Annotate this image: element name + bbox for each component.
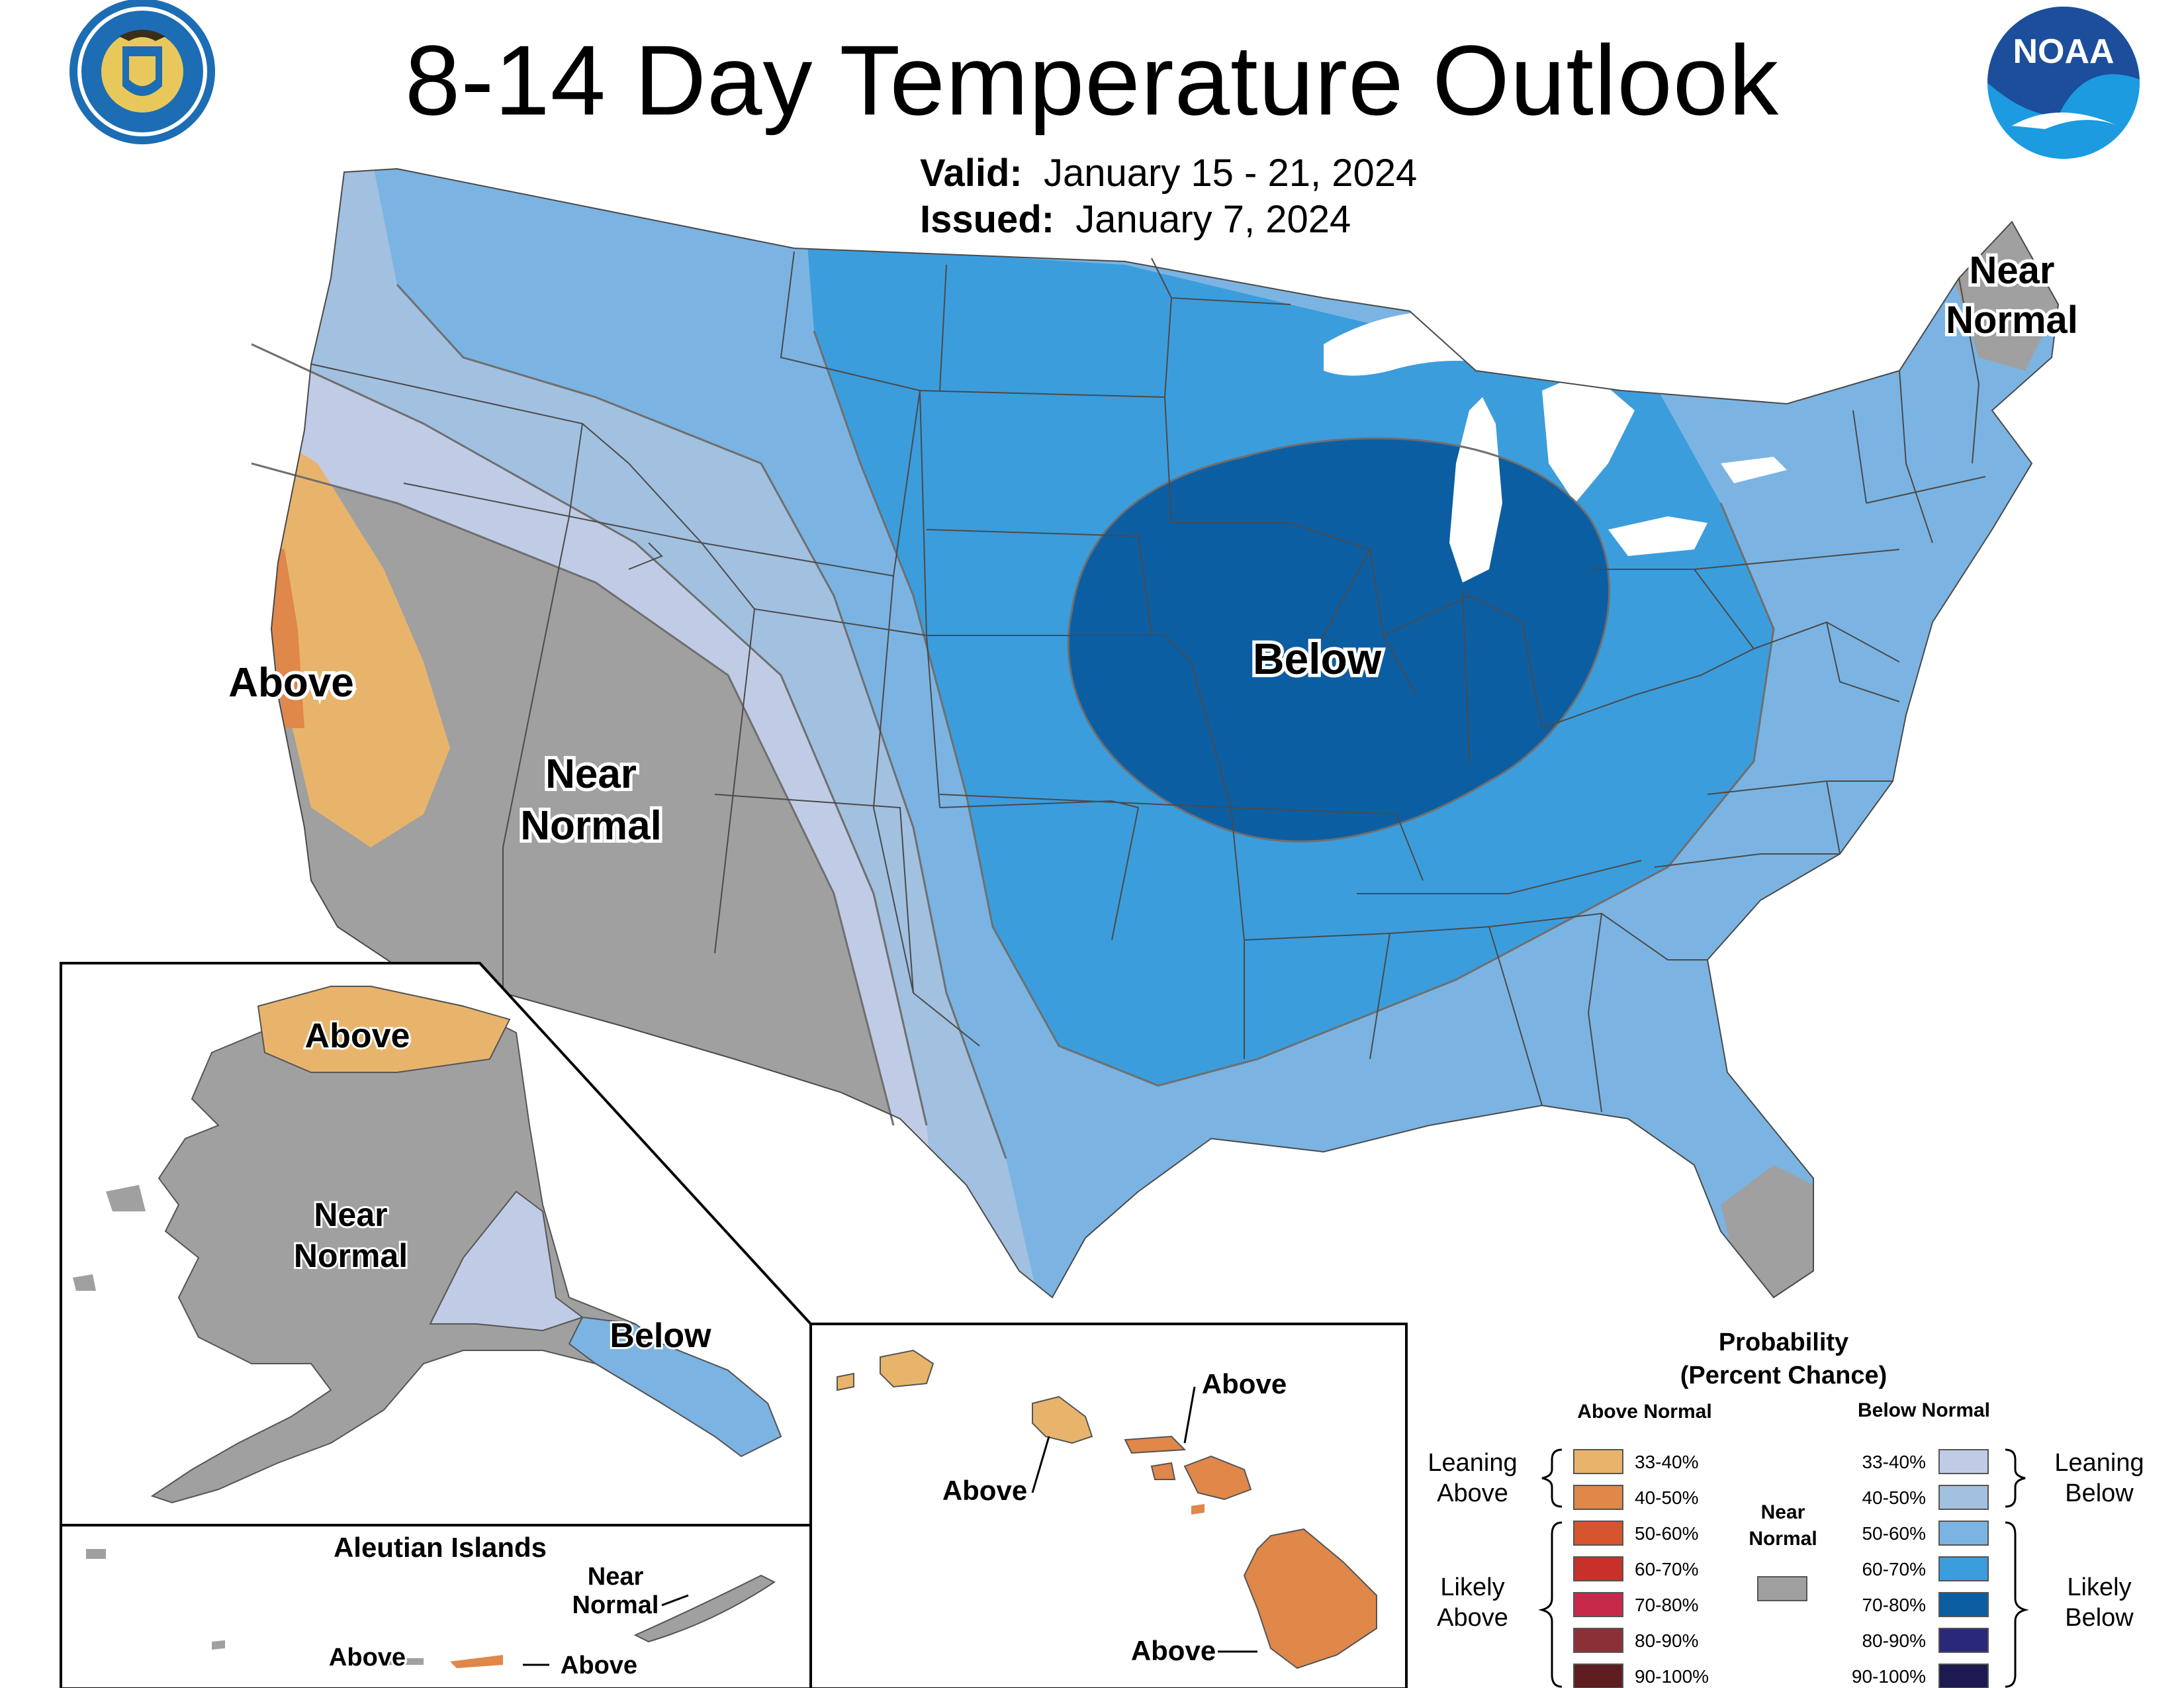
legend-above-swatch-4 [1573,1592,1623,1617]
noaa-logo-icon: NOAA [1987,7,2140,159]
legend-below-range-6: 90-100% [1852,1666,1926,1687]
legend-below-swatch-3 [1938,1556,1989,1581]
legend-above-range-0: 33-40% [1635,1452,1699,1472]
legend-likely-above-line1: Likely [1440,1573,1504,1601]
valid-value: January 15 - 21, 2024 [1043,152,1418,195]
legend-above-range-1: 40-50% [1635,1487,1699,1508]
legend-below-swatch-6 [1938,1664,1989,1688]
legend-above-range-6: 90-100% [1635,1666,1709,1687]
legend-below-range-1: 40-50% [1862,1487,1926,1508]
legend-below-swatch-5 [1938,1628,1989,1653]
legend-above-header: Above Normal [1577,1401,1711,1423]
legend-below-range-0: 33-40% [1862,1452,1926,1472]
conus-below-label: Below [1253,634,1382,683]
legend-below-range-3: 60-70% [1862,1559,1926,1579]
legend-below-swatch-2 [1938,1521,1989,1546]
legend-above-range-4: 70-80% [1635,1595,1699,1615]
alaska-above-label: Above [305,1017,410,1055]
issued-dates: Issued: January 7, 2024 [920,197,1351,242]
alaska-inset: Above Near Normal Below [60,962,812,1526]
legend-below-header: Below Normal [1858,1399,1990,1421]
legend-above-swatch-1 [1573,1485,1623,1510]
legend-likely-above-line2: Above [1437,1604,1508,1632]
hawaii-above-top-label: Above [1202,1368,1287,1399]
issued-value: January 7, 2024 [1075,198,1351,241]
legend-above-swatch-2 [1573,1521,1623,1546]
probability-legend: Probability (Percent Chance) Above Norma… [1428,1329,2144,1688]
alaska-near-label-line2: Normal [294,1237,408,1274]
legend-below-range-2: 50-60% [1862,1523,1926,1544]
aleutian-inset: Aleutian Islands Near Normal Above Above [60,1524,812,1688]
aleutian-near-label-line2: Normal [572,1591,659,1619]
aleutian-near-label-line1: Near [588,1563,644,1591]
legend-title-line2: (Percent Chance) [1680,1362,1888,1389]
valid-dates: Valid: January 15 - 21, 2024 [920,151,1417,195]
hawaii-above-bottom-label: Above [1131,1635,1216,1666]
legend-near-line2: Normal [1749,1528,1817,1550]
aleutian-above-left-label: Above [329,1644,406,1671]
legend-above-rows: 33-40% 40-50% 50-60% 60-70% 70-80% 80-90% 90-1… [1573,1449,1709,1688]
conus-near-label-line1: Near [545,751,637,797]
svg-text:NOAA: NOAA [2013,32,2114,71]
legend-title-line1: Probability [1719,1329,1848,1356]
legend-likely-below-line1: Likely [2067,1573,2131,1601]
aleutian-title: Aleutian Islands [334,1532,547,1563]
legend-above-swatch-0 [1573,1449,1623,1474]
legend-below-range-5: 80-90% [1862,1630,1926,1651]
legend-above-range-2: 50-60% [1635,1523,1699,1544]
northeast-near-label-line2: Normal [1946,299,2078,342]
legend-above-swatch-3 [1573,1556,1623,1581]
alaska-below-label: Below [610,1317,711,1355]
hawaii-above-left-label: Above [942,1475,1027,1506]
aleutian-above-right-label: Above [561,1652,637,1679]
issued-label: Issued: [920,198,1055,241]
legend-leaning-below-line1: Leaning [2054,1449,2144,1477]
conus-above-label: Above [228,660,353,706]
legend-below-range-4: 70-80% [1862,1595,1926,1615]
legend-below-rows: 33-40% 40-50% 50-60% 60-70% 70-80% 80-90% 90-1… [1852,1449,1989,1688]
commerce-seal-icon [69,0,215,144]
legend-below-swatch-0 [1938,1449,1989,1474]
legend-near-line1: Near [1761,1501,1805,1523]
hawaii-inset: Above Above Above [809,1323,1408,1688]
legend-near-swatch [1757,1576,1807,1601]
legend-above-range-3: 60-70% [1635,1559,1699,1579]
legend-above-range-5: 80-90% [1635,1630,1699,1651]
legend-above-swatch-5 [1573,1628,1623,1653]
legend-leaning-above-line2: Above [1437,1479,1508,1507]
northeast-near-label-line1: Near [1970,249,2055,292]
legend-below-swatch-1 [1938,1485,1989,1510]
legend-likely-below-line2: Below [2065,1604,2134,1632]
legend-below-swatch-4 [1938,1592,1989,1617]
page-title: 8-14 Day Temperature Outlook [404,24,1780,136]
conus-near-label-line2: Normal [520,803,662,849]
alaska-near-label-line1: Near [314,1196,387,1233]
valid-label: Valid: [920,152,1023,195]
legend-leaning-below-line2: Below [2065,1479,2134,1507]
legend-leaning-above-line1: Leaning [1428,1449,1517,1477]
legend-above-swatch-6 [1573,1664,1623,1688]
